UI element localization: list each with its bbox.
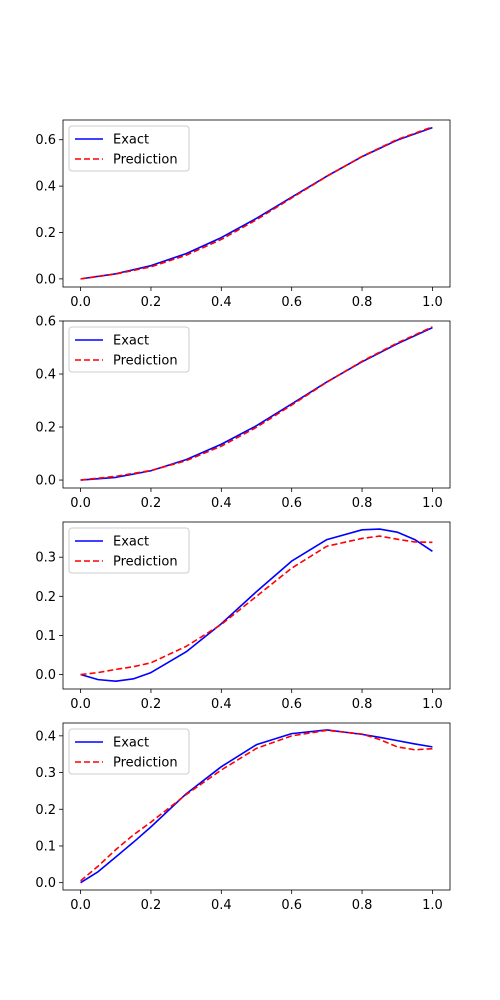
y-tick-label: 0.2 (35, 226, 56, 241)
chart-panel-3: 0.0 0.2 0.4 0.6 0.8 1.0 0.0 0.1 0.2 0.3 Exact Predi… (35, 521, 451, 712)
legend-label-exact: Exact (113, 133, 149, 148)
x-tick-label: 1.0 (422, 496, 443, 511)
y-tick-label: 0.6 (35, 133, 56, 148)
x-tick-label: 0.4 (211, 898, 232, 913)
legend-label-exact: Exact (113, 334, 149, 349)
legend-label-exact: Exact (113, 736, 149, 751)
x-tick-label: 0.6 (281, 295, 302, 310)
x-tick-label: 0.0 (70, 697, 91, 712)
x-tick-label: 0.2 (141, 898, 162, 913)
y-tick-label: 0.0 (35, 668, 56, 683)
series-line-prediction (80, 326, 433, 481)
chart-panel-4: 0.0 0.2 0.4 0.6 0.8 1.0 0.0 0.1 0.2 0.3 0.4 Exact Pr… (35, 722, 451, 913)
x-tick-label: 0.6 (281, 496, 302, 511)
y-tick-label: 0.1 (35, 629, 56, 644)
series-line-prediction (80, 729, 433, 882)
legend-label-exact: Exact (113, 535, 149, 550)
x-tick-label: 0.8 (352, 898, 373, 913)
x-tick-label: 0.8 (352, 496, 373, 511)
axes-frame (62, 722, 451, 891)
axes-frame (62, 521, 451, 690)
legend: Exact Prediction (68, 728, 190, 775)
x-tick-label: 1.0 (422, 697, 443, 712)
y-tick-label: 0.2 (35, 803, 56, 818)
y-tick-label: 0.4 (35, 368, 56, 383)
legend: Exact Prediction (68, 527, 190, 574)
x-tick-label: 0.6 (281, 898, 302, 913)
axes-frame (62, 320, 451, 489)
axes-frame (62, 119, 451, 288)
x-tick-label: 0.8 (352, 295, 373, 310)
x-tick-label: 1.0 (422, 295, 443, 310)
y-tick-label: 0.0 (35, 876, 56, 891)
chart-panel-1: 0.0 0.2 0.4 0.6 0.8 1.0 0.0 0.2 0.4 0.6 Exact Predi… (35, 119, 451, 310)
x-tick-label: 0.0 (70, 898, 91, 913)
series-line-exact (80, 528, 433, 682)
y-tick-label: 0.2 (35, 590, 56, 605)
y-tick-label: 0.0 (35, 272, 56, 287)
y-tick-label: 0.3 (35, 766, 56, 781)
legend: Exact Prediction (68, 326, 190, 373)
series-line-exact (80, 126, 433, 280)
legend-label-prediction: Prediction (113, 153, 178, 168)
x-tick-label: 0.0 (70, 295, 91, 310)
x-tick-label: 1.0 (422, 898, 443, 913)
y-tick-label: 0.2 (35, 421, 56, 436)
x-tick-label: 0.2 (141, 295, 162, 310)
series-line-prediction (80, 535, 433, 676)
y-tick-label: 0.3 (35, 551, 56, 566)
y-tick-label: 0.0 (35, 474, 56, 489)
series-line-exact (80, 729, 433, 884)
chart-panel-2: 0.0 0.2 0.4 0.6 0.8 1.0 0.0 0.2 0.4 0.6 Exact Predi… (35, 315, 451, 511)
x-tick-label: 0.4 (211, 496, 232, 511)
x-tick-label: 0.2 (141, 496, 162, 511)
x-tick-label: 0.8 (352, 697, 373, 712)
series-line-prediction (80, 126, 433, 280)
x-tick-label: 0.6 (281, 697, 302, 712)
legend-label-prediction: Prediction (113, 555, 178, 570)
y-tick-label: 0.6 (35, 315, 56, 330)
y-tick-label: 0.4 (35, 180, 56, 195)
x-tick-label: 0.2 (141, 697, 162, 712)
y-tick-label: 0.1 (35, 839, 56, 854)
x-tick-label: 0.4 (211, 697, 232, 712)
legend: Exact Prediction (68, 125, 190, 172)
x-tick-label: 0.0 (70, 496, 91, 511)
x-tick-label: 0.4 (211, 295, 232, 310)
y-tick-label: 0.4 (35, 729, 56, 744)
legend-label-prediction: Prediction (113, 756, 178, 771)
legend-label-prediction: Prediction (113, 354, 178, 369)
